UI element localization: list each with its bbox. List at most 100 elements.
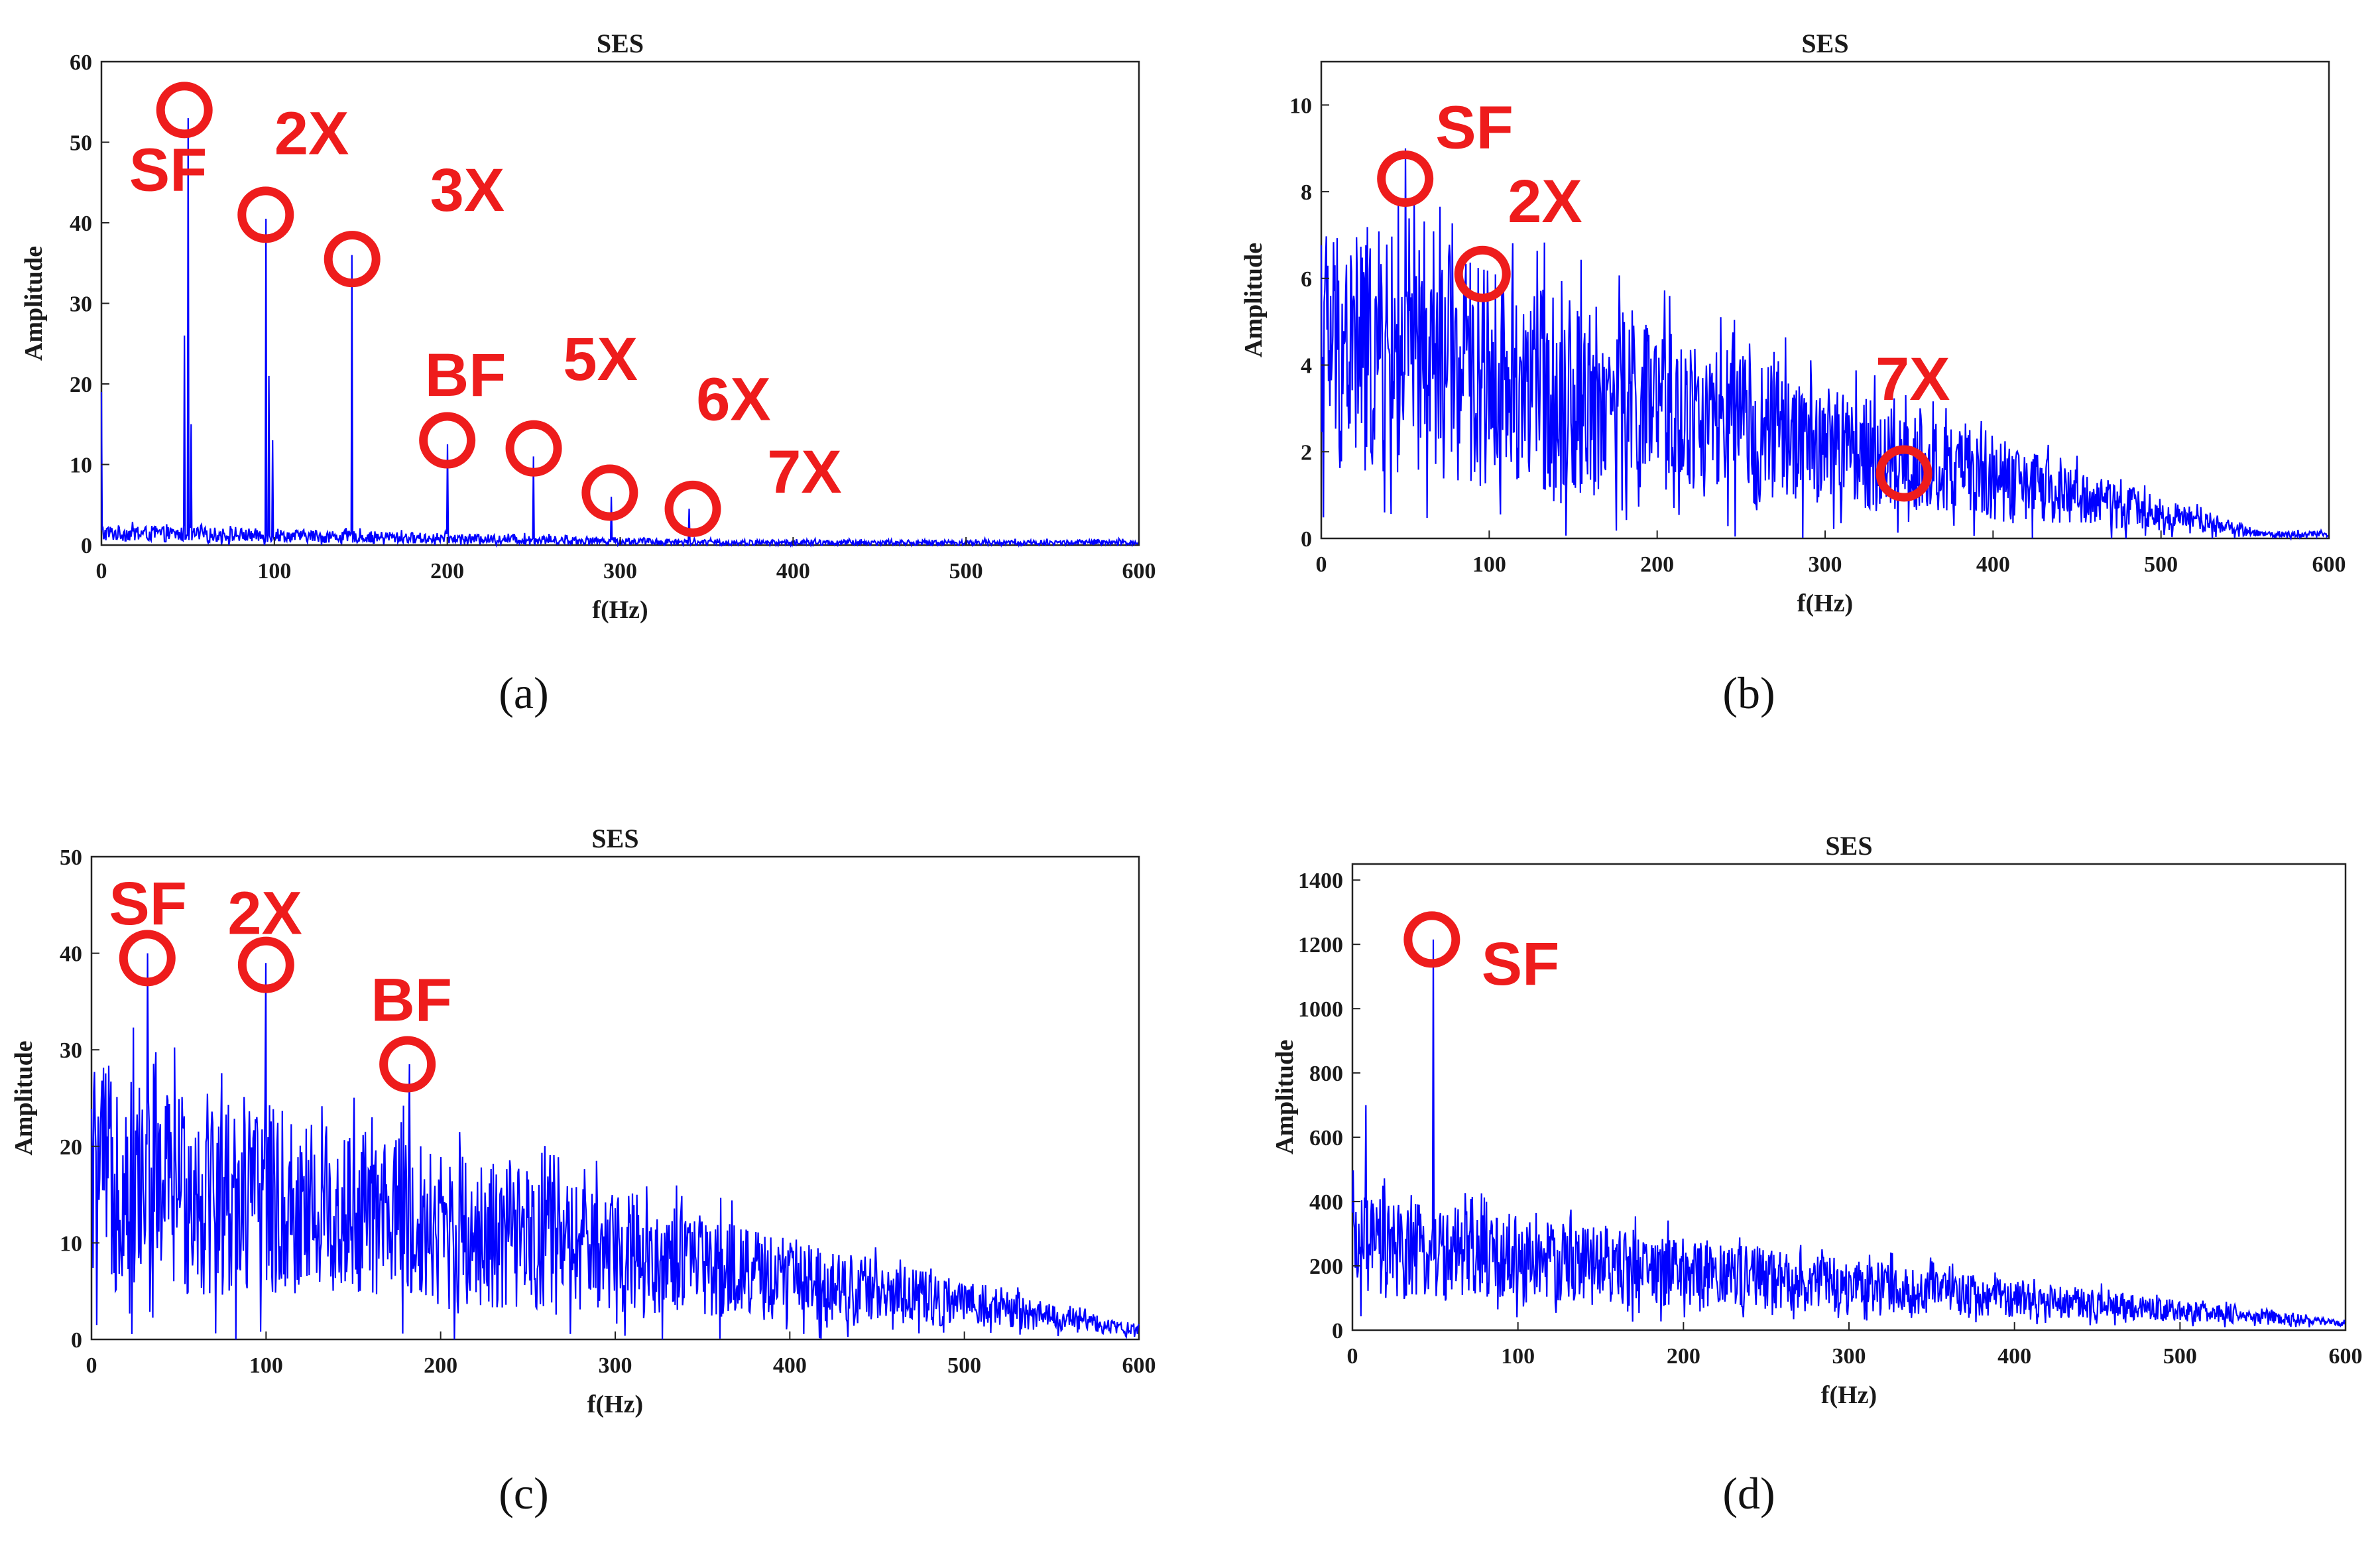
y-tick-label: 50 [60, 845, 82, 870]
peak-label-6x: 6X [696, 366, 771, 434]
peak-label-2x: 2X [227, 879, 302, 947]
chart-title: SES [591, 824, 638, 853]
y-axis-label: Amplitude [1271, 1040, 1299, 1154]
chart-title: SES [597, 29, 644, 58]
chart-title: SES [1825, 831, 1872, 861]
peak-label-3x: 3X [430, 156, 505, 224]
peak-marker-2x [1454, 245, 1511, 302]
x-tick-label: 400 [776, 559, 810, 584]
y-tick-label: 0 [71, 1328, 82, 1353]
y-tick-label: 20 [60, 1135, 82, 1160]
panel-label: (d) [1722, 1468, 1775, 1518]
peak-marker-3x [324, 231, 381, 288]
y-tick-label: 1400 [1298, 869, 1343, 893]
x-axis-label: f(Hz) [1821, 1381, 1877, 1409]
x-tick-label: 300 [1832, 1344, 1866, 1369]
x-tick-label: 400 [1976, 552, 2010, 577]
peak-marker-2x [237, 936, 294, 993]
x-tick-label: 500 [2144, 552, 2178, 577]
y-tick-label: 40 [60, 942, 82, 967]
y-tick-label: 0 [1301, 527, 1312, 552]
y-axis-label: Amplitude [1240, 243, 1268, 357]
y-axis-label: Amplitude [20, 246, 48, 361]
peak-label-7x: 7X [1875, 345, 1950, 413]
y-tick-label: 30 [70, 292, 92, 317]
peak-label-sf: SF [1482, 930, 1560, 998]
peak-label-sf: SF [129, 136, 208, 204]
x-tick-label: 100 [249, 1353, 283, 1378]
peak-marker-sf [1403, 911, 1460, 968]
y-tick-label: 10 [70, 454, 92, 478]
panel-label: (b) [1722, 668, 1775, 718]
x-tick-label: 100 [257, 559, 291, 584]
y-tick-label: 40 [70, 212, 92, 236]
y-tick-label: 6 [1301, 267, 1312, 292]
chart-title: SES [1801, 29, 1848, 58]
y-tick-label: 10 [60, 1231, 82, 1256]
peak-marker-7x [1875, 445, 1933, 502]
panel-label: (a) [499, 668, 548, 718]
peak-label-2x: 2X [274, 100, 349, 168]
peak-label-bf: BF [371, 967, 452, 1034]
panel-d: 0 100 200 300 400 500 600 0 200 400 600 800 1000 1200… [1271, 831, 2363, 1518]
peak-label-5x: 5X [563, 326, 638, 393]
panel-c: 0 100 200 300 400 500 600 0 10 20 30 40 50 SES f(Hz)… [10, 824, 1156, 1518]
y-tick-label: 600 [1309, 1126, 1343, 1150]
y-tick-label: 2 [1301, 440, 1312, 465]
y-tick-label: 60 [70, 50, 92, 75]
peak-marker-bf [379, 1036, 436, 1093]
x-tick-label: 400 [773, 1353, 807, 1378]
x-tick-label: 300 [599, 1353, 632, 1378]
spectrum-line [1320, 148, 2330, 541]
y-tick-label: 30 [60, 1038, 82, 1063]
panel-a: 0 100 200 300 400 500 600 0 10 20 30 40 50 60 SES f(H… [20, 29, 1156, 718]
y-tick-label: 0 [81, 534, 92, 558]
y-tick-label: 800 [1309, 1062, 1343, 1086]
x-tick-label: 300 [1809, 552, 1842, 577]
y-tick-label: 1000 [1298, 997, 1343, 1022]
x-tick-label: 200 [1667, 1344, 1700, 1369]
y-tick-label: 200 [1309, 1255, 1343, 1279]
x-tick-label: 500 [2163, 1344, 2197, 1369]
x-tick-label: 600 [1122, 559, 1156, 584]
y-tick-label: 8 [1301, 180, 1312, 205]
x-tick-label: 500 [947, 1353, 981, 1378]
peak-label-7x: 7X [767, 438, 842, 506]
y-tick-label: 4 [1301, 354, 1312, 379]
peak-label-sf: SF [1435, 94, 1514, 162]
x-tick-label: 0 [1316, 552, 1327, 577]
peak-label-bf: BF [425, 341, 506, 409]
x-tick-label: 600 [2312, 552, 2346, 577]
x-axis-label: f(Hz) [592, 596, 648, 624]
x-tick-label: 0 [96, 559, 107, 584]
spectrum-line [1351, 939, 2347, 1328]
x-tick-label: 600 [1122, 1353, 1156, 1378]
peak-label-sf: SF [109, 870, 187, 938]
peak-label-2x: 2X [1508, 168, 1582, 235]
x-axis-label: f(Hz) [1797, 589, 1853, 617]
x-tick-label: 200 [1640, 552, 1674, 577]
x-axis-label: f(Hz) [587, 1390, 643, 1418]
peak-marker-bf [419, 412, 476, 469]
x-tick-label: 400 [1997, 1344, 2031, 1369]
y-tick-label: 20 [70, 373, 92, 397]
x-tick-label: 500 [949, 559, 983, 584]
y-tick-label: 1200 [1298, 933, 1343, 958]
peak-marker-7x [664, 480, 721, 537]
x-tick-label: 100 [1472, 552, 1506, 577]
peak-marker-sf [1377, 150, 1434, 207]
y-axis-label: Amplitude [10, 1040, 38, 1155]
panel-label: (c) [499, 1468, 548, 1518]
y-tick-label: 400 [1309, 1190, 1343, 1215]
peak-marker-6x [581, 464, 638, 521]
x-tick-label: 600 [2329, 1344, 2363, 1369]
x-tick-label: 200 [430, 559, 464, 584]
x-tick-label: 100 [1501, 1344, 1535, 1369]
x-tick-label: 0 [86, 1353, 97, 1378]
peak-marker-5x [505, 420, 562, 477]
x-tick-label: 200 [424, 1353, 457, 1378]
y-tick-label: 10 [1289, 93, 1312, 118]
spectrum-line [90, 953, 1140, 1340]
peak-marker-sf [156, 82, 213, 139]
